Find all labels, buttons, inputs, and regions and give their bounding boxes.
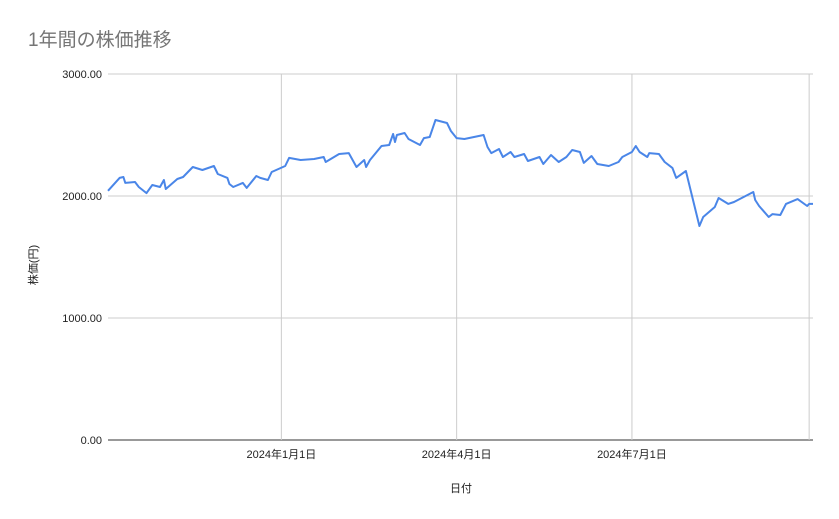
series-line bbox=[107, 119, 814, 227]
y-axis-label: 株価(円) bbox=[26, 245, 40, 285]
x-tick-label: 2024年1月1日 bbox=[247, 447, 317, 461]
y-tick-label: 3000.00 bbox=[62, 69, 102, 81]
y-tick-label: 2000.00 bbox=[62, 191, 102, 203]
y-tick-label: 1000.00 bbox=[62, 313, 102, 325]
gridlines bbox=[108, 73, 813, 441]
x-axis-ticks: 2024年1月1日 2024年4月1日 2024年7月1日 bbox=[247, 447, 667, 461]
y-tick-label: 0.00 bbox=[81, 435, 102, 447]
price-line bbox=[107, 119, 813, 227]
chart-title: 1年間の株価推移 bbox=[28, 29, 172, 51]
x-tick-label: 2024年4月1日 bbox=[422, 447, 492, 461]
x-tick-label: 2024年7月1日 bbox=[597, 447, 667, 461]
y-axis-ticks: 0.00 1000.00 2000.00 3000.00 bbox=[62, 69, 102, 447]
x-axis-label: 日付 bbox=[450, 482, 472, 495]
